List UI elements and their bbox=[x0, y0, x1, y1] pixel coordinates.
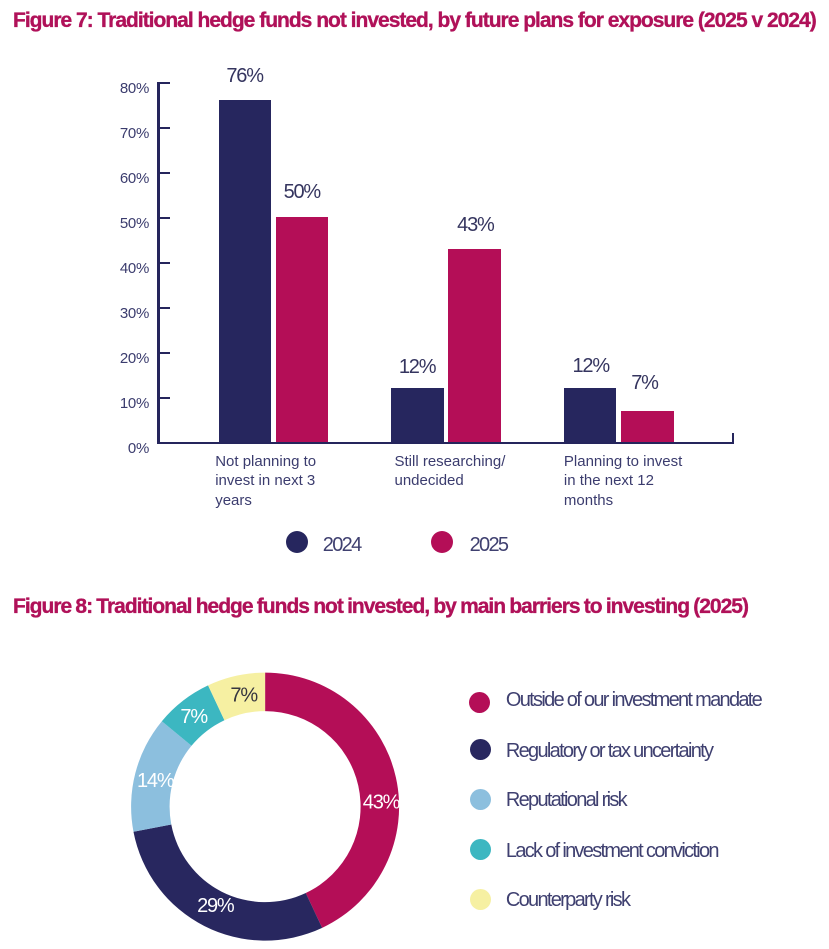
svg-text:29%: 29% bbox=[197, 895, 235, 917]
svg-text:14%: 14% bbox=[137, 770, 175, 792]
svg-text:7%: 7% bbox=[230, 685, 258, 707]
svg-text:43%: 43% bbox=[363, 792, 401, 814]
svg-text:7%: 7% bbox=[180, 706, 208, 728]
